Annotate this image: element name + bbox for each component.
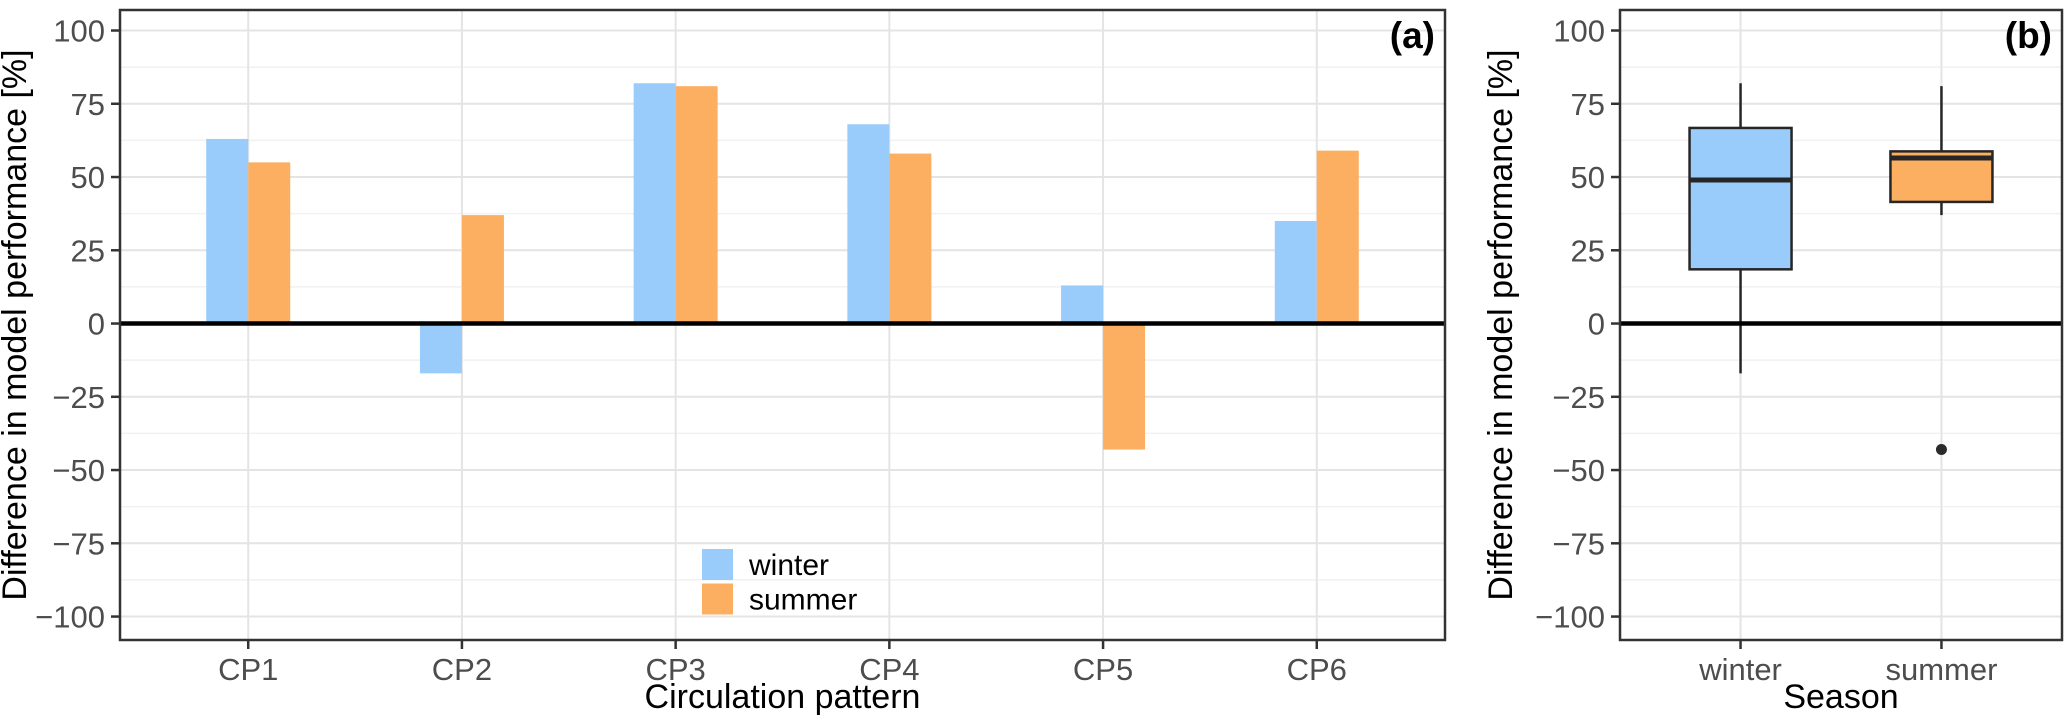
x-axis-title: Season [1783, 678, 1898, 716]
y-tick-label: −75 [52, 526, 105, 561]
legend-swatch-winter [702, 549, 733, 580]
y-axis-title: Difference in model performance [%] [0, 49, 34, 600]
legend-label-winter: winter [748, 549, 829, 582]
x-tick-label: CP5 [1073, 652, 1133, 687]
bar-summer-cp3 [675, 86, 718, 324]
bar-summer-cp2 [461, 215, 504, 324]
y-tick-label: 0 [88, 307, 105, 342]
bar-winter-cp6 [1274, 220, 1317, 324]
y-tick-label: −25 [1552, 380, 1605, 415]
panel-tag-label: (b) [2005, 15, 2052, 56]
x-tick-label: CP4 [859, 652, 919, 687]
y-tick-label: −100 [1535, 600, 1605, 635]
y-tick-label: −100 [35, 600, 105, 635]
x-axis-title: Circulation pattern [645, 678, 921, 716]
panel-a-grouped-bar-chart: 100 75 50 25 0 −25 −50 −75 −100 CP1 CP2 CP3 CP4 CP5 CP… [0, 8, 1447, 716]
x-tick-label: winter [1698, 652, 1782, 687]
outlier-point-summer [1935, 444, 1947, 456]
x-tick-label: CP1 [218, 652, 278, 687]
bar-summer-cp4 [889, 153, 932, 324]
bar-winter-cp5 [1061, 285, 1104, 324]
y-tick-label: 75 [1571, 87, 1605, 122]
y-axis-title: Difference in model performance [%] [1482, 49, 1520, 600]
y-tick-label: 25 [1571, 233, 1605, 268]
bar-summer-cp6 [1316, 150, 1359, 324]
bar-summer-cp5 [1103, 323, 1146, 450]
bar-winter-cp1 [206, 138, 249, 324]
legend-label-summer: summer [749, 584, 857, 617]
panel-tag-label: (a) [1390, 15, 1435, 56]
y-tick-label: −75 [1552, 526, 1605, 561]
x-tick-label: summer [1885, 652, 1997, 687]
box-winter [1688, 126, 1793, 271]
x-tick-label: CP6 [1287, 652, 1347, 687]
x-tick-label: CP3 [645, 652, 705, 687]
y-tick-label: 100 [53, 14, 105, 49]
panel-border [118, 8, 1447, 642]
y-tick-label: −50 [1552, 453, 1605, 488]
x-tick-label: CP2 [432, 652, 492, 687]
y-tick-label: 50 [1571, 160, 1605, 195]
bar-winter-cp2 [419, 323, 462, 374]
bar-winter-cp3 [633, 83, 676, 324]
y-tick-label: −25 [52, 380, 105, 415]
legend-swatch-summer [702, 583, 733, 615]
y-tick-label: 75 [71, 87, 105, 122]
panel-border [1618, 8, 2064, 642]
bar-winter-cp4 [847, 124, 890, 324]
y-tick-label: 0 [1588, 307, 1605, 342]
y-tick-label: 100 [1553, 14, 1605, 49]
y-tick-label: 25 [71, 233, 105, 268]
bar-summer-cp1 [248, 162, 291, 324]
y-tick-label: 50 [71, 160, 105, 195]
y-tick-label: −50 [52, 453, 105, 488]
panel-b-boxplot-chart: 100 75 50 25 0 −25 −50 −75 −100 winter summerSeaso… [1482, 8, 2064, 716]
